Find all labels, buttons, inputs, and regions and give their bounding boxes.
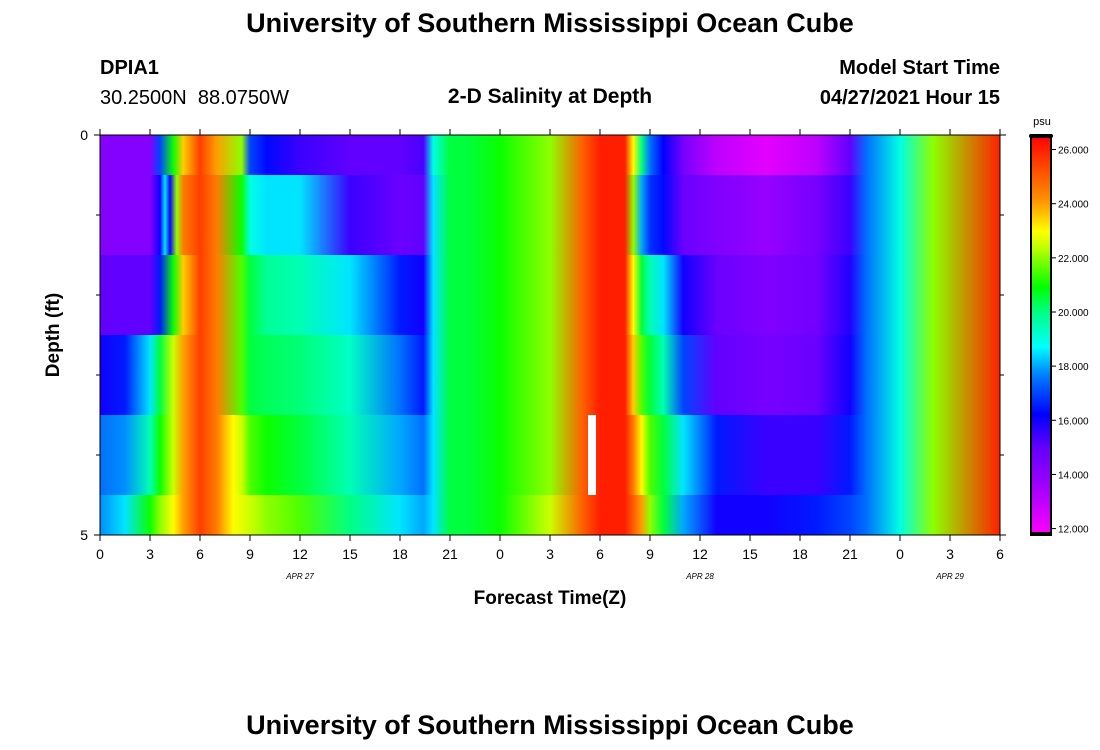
x-tick-label: 3 (146, 546, 154, 562)
model-start-label: Model Start Time (839, 57, 1000, 79)
x-tick-label: 3 (546, 546, 554, 562)
x-tick-label: 18 (392, 546, 408, 562)
colorbar-unit-label: psu (1033, 116, 1051, 128)
colorbar-scale (1030, 135, 1052, 535)
y-tick-label: 5 (80, 527, 88, 543)
salinity-band-row (100, 175, 1000, 256)
salinity-band-row (100, 495, 1000, 536)
colorbar-tick-label: 26.000 (1058, 146, 1089, 157)
x-tick-label: 0 (496, 546, 504, 562)
y-axis-label: Depth (ft) (43, 293, 64, 377)
x-tick-label: 9 (646, 546, 654, 562)
salinity-band-row (100, 135, 1000, 176)
date-label: APR 27 (285, 572, 314, 581)
colorbar-tick-label: 18.000 (1058, 362, 1089, 373)
colorbar-tick-label: 22.000 (1058, 254, 1089, 265)
salinity-band-row (100, 255, 1000, 336)
station-id: DPIA1 (100, 57, 159, 79)
x-tick-label: 9 (246, 546, 254, 562)
colorbar-tick-label: 20.000 (1058, 308, 1089, 319)
x-tick-label: 15 (742, 546, 758, 562)
x-tick-label: 15 (342, 546, 358, 562)
model-start-value: 04/27/2021 Hour 15 (819, 87, 1000, 109)
x-axis-label: Forecast Time(Z) (474, 588, 627, 609)
colorbar-tick-label: 24.000 (1058, 200, 1089, 211)
x-tick-label: 18 (792, 546, 808, 562)
colorbar-tick-label: 14.000 (1058, 470, 1089, 481)
heatmap-bands (100, 135, 1000, 536)
x-tick-label: 21 (442, 546, 458, 562)
colorbar-tick-label: 12.000 (1058, 525, 1089, 536)
station-coords: 30.2500N 88.0750W (100, 87, 290, 109)
colorbar: 12.000 14.000 16.000 18.000 20.000 22.000 24.0… (1029, 134, 1089, 536)
x-tick-label: 12 (292, 546, 308, 562)
colorbar-tick-label: 16.000 (1058, 416, 1089, 427)
x-tick-label: 6 (596, 546, 604, 562)
salinity-band-row (100, 335, 1000, 416)
x-tick-label: 0 (896, 546, 904, 562)
x-tick-label: 12 (692, 546, 708, 562)
salinity-band-row (100, 415, 1000, 496)
model-start-marker (588, 415, 596, 495)
x-tick-label: 6 (996, 546, 1004, 562)
x-tick-label: 21 (842, 546, 858, 562)
plot-title: 2-D Salinity at Depth (447, 85, 653, 108)
x-tick-label: 0 (96, 546, 104, 562)
date-label: APR 29 (935, 572, 964, 581)
date-label: APR 28 (685, 572, 714, 581)
page-title: University of Southern Mississippi Ocean… (246, 8, 854, 38)
x-tick-label: 6 (196, 546, 204, 562)
colorbar-corner-dot (1049, 134, 1053, 138)
colorbar-corner-dot (1029, 134, 1033, 138)
y-tick-label: 0 (80, 127, 88, 143)
x-tick-label: 3 (946, 546, 954, 562)
footer-title: University of Southern Mississippi Ocean… (246, 710, 854, 740)
